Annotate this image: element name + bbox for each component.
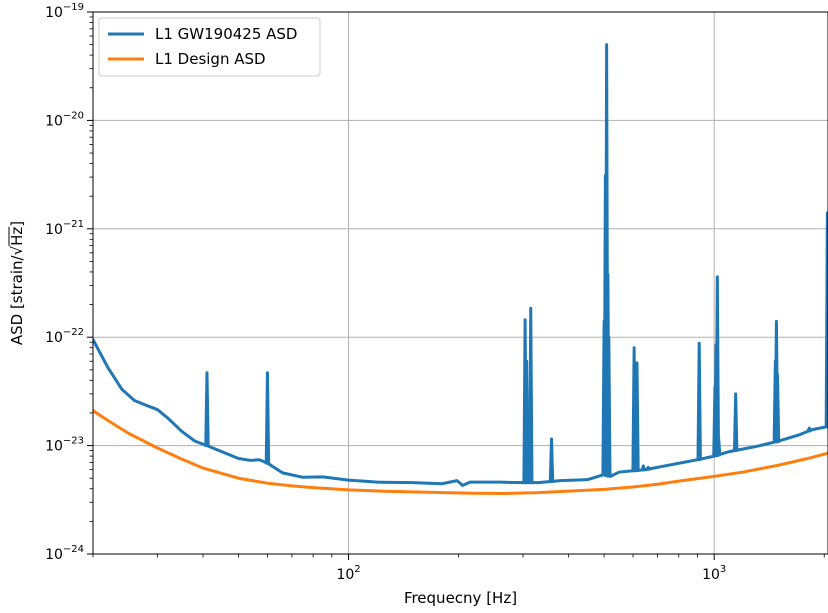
legend-box bbox=[98, 17, 321, 77]
spectral-line-peak bbox=[264, 371, 271, 465]
series-layer bbox=[93, 43, 828, 495]
spectral-line-peak bbox=[824, 211, 828, 429]
y-tick-label: 10−20 bbox=[45, 110, 84, 129]
legend: L1 GW190425 ASD L1 Design ASD bbox=[98, 17, 321, 77]
tick-marks bbox=[87, 11, 825, 560]
y-axis-label: ASD [strain/√Hz] bbox=[8, 221, 26, 345]
y-axis-label-radicand: Hz bbox=[8, 227, 26, 246]
legend-label-design: L1 Design ASD bbox=[155, 50, 266, 68]
spectral-line-peak bbox=[806, 426, 812, 433]
plot-frame bbox=[92, 11, 828, 555]
x-tick-label: 103 bbox=[702, 564, 726, 583]
spectral-line-peak bbox=[715, 435, 722, 457]
spectral-line-peak bbox=[548, 437, 555, 483]
series-design bbox=[93, 409, 828, 495]
legend-label-observed: L1 GW190425 ASD bbox=[155, 25, 298, 43]
y-tick-label: 10−21 bbox=[45, 219, 84, 238]
series-line bbox=[93, 409, 828, 495]
tick-labels: 102 103 10−24 10−23 10−22 10−21 10−20 10−19 bbox=[45, 2, 726, 583]
spectral-line-peak bbox=[606, 335, 612, 478]
y-tick-label: 10−24 bbox=[45, 544, 84, 563]
x-tick-label: 102 bbox=[336, 564, 360, 583]
y-tick-label: 10−19 bbox=[45, 2, 84, 21]
spectral-line-peak bbox=[634, 361, 640, 472]
svg-text:ASD [strain/√Hz]: ASD [strain/√Hz] bbox=[8, 221, 26, 345]
series-observed bbox=[93, 43, 828, 487]
y-tick-label: 10−23 bbox=[45, 436, 84, 455]
spectral-line-peak bbox=[696, 341, 702, 461]
spectral-line-peak bbox=[523, 359, 530, 485]
spectral-line-peak bbox=[645, 465, 651, 471]
plot-background bbox=[93, 12, 828, 554]
spectral-line-peak bbox=[774, 373, 781, 443]
spectral-line-peak bbox=[528, 306, 534, 485]
y-axis-label-suffix: ] bbox=[8, 221, 26, 227]
spectral-line-peak bbox=[732, 392, 739, 452]
spectral-line-peak bbox=[714, 275, 721, 457]
spectral-line-peak bbox=[640, 464, 647, 472]
sqrt-symbol: √ bbox=[8, 245, 26, 255]
y-tick-label: 10−22 bbox=[45, 327, 84, 346]
spectral-line-peak bbox=[204, 371, 210, 448]
x-axis-label: Frequecny [Hz] bbox=[404, 589, 517, 607]
y-axis-label-prefix: ASD [strain/ bbox=[8, 254, 26, 345]
